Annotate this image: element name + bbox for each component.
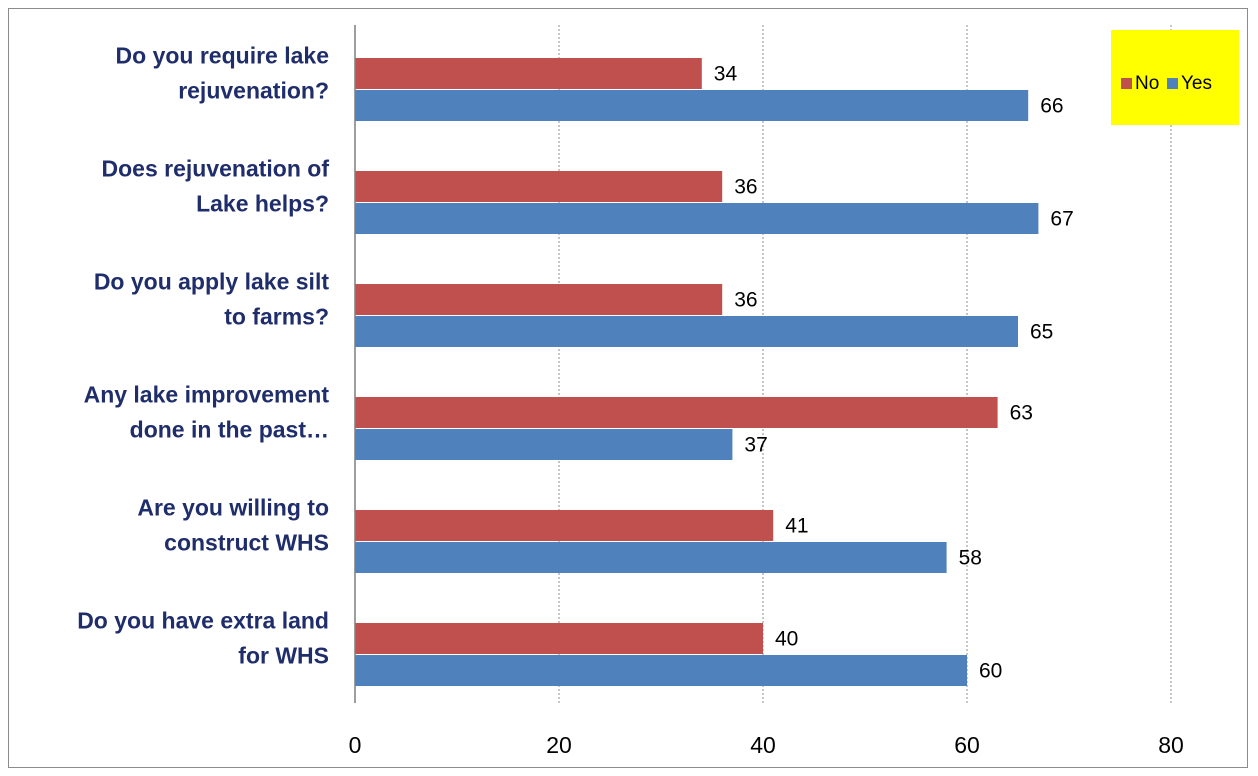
category-label: done in the past… (130, 417, 329, 443)
legend-label-no: No (1135, 73, 1159, 94)
bar-no (355, 284, 723, 315)
bar-no (355, 171, 723, 202)
x-tick-label: 0 (349, 732, 362, 758)
data-label: 40 (775, 628, 798, 651)
legend-swatch-yes (1167, 78, 1178, 89)
bar-yes (355, 316, 1018, 347)
bar-yes (355, 655, 967, 686)
x-tick-label: 80 (1158, 732, 1184, 758)
data-label: 66 (1040, 95, 1063, 118)
bar-chart: 34 66 Do you require lake rejuvenation? 36 67… (77, 25, 1239, 758)
data-label: 58 (959, 547, 982, 570)
legend-label-yes: Yes (1181, 73, 1212, 94)
x-tick-label: 60 (954, 732, 980, 758)
category-label: rejuvenation? (178, 78, 329, 104)
category-label: to farms? (224, 304, 329, 330)
legend-box (1111, 30, 1239, 125)
data-label: 67 (1050, 208, 1073, 231)
bar-yes (355, 542, 947, 573)
category-label: Do you have extra land (77, 608, 329, 634)
data-label: 34 (714, 63, 738, 86)
category-label: Do you require lake (116, 43, 329, 69)
data-label: 63 (1010, 402, 1033, 425)
bar-yes (355, 90, 1029, 121)
bar-yes (355, 203, 1039, 234)
data-label: 36 (734, 289, 757, 312)
category-label: Do you apply lake silt (94, 269, 330, 295)
bar-yes (355, 429, 733, 460)
category-label: Does rejuvenation of (102, 156, 330, 182)
category-label: for WHS (238, 643, 329, 669)
data-label: 36 (734, 176, 757, 199)
data-label: 37 (744, 434, 767, 457)
category-label: Any lake improvement (84, 382, 330, 408)
x-tick-label: 20 (546, 732, 572, 758)
bar-no (355, 623, 763, 654)
bar-no (355, 397, 998, 428)
data-label: 65 (1030, 321, 1053, 344)
bar-no (355, 510, 774, 541)
chart-frame: 34 66 Do you require lake rejuvenation? 36 67… (8, 8, 1248, 768)
bar-no (355, 58, 702, 89)
category-label: construct WHS (164, 530, 329, 556)
x-tick-label: 40 (750, 732, 776, 758)
data-label: 60 (979, 660, 1002, 683)
category-label: Are you willing to (137, 495, 329, 521)
category-label: Lake helps? (196, 191, 329, 217)
data-label: 41 (785, 515, 808, 538)
legend-swatch-no (1121, 78, 1132, 89)
